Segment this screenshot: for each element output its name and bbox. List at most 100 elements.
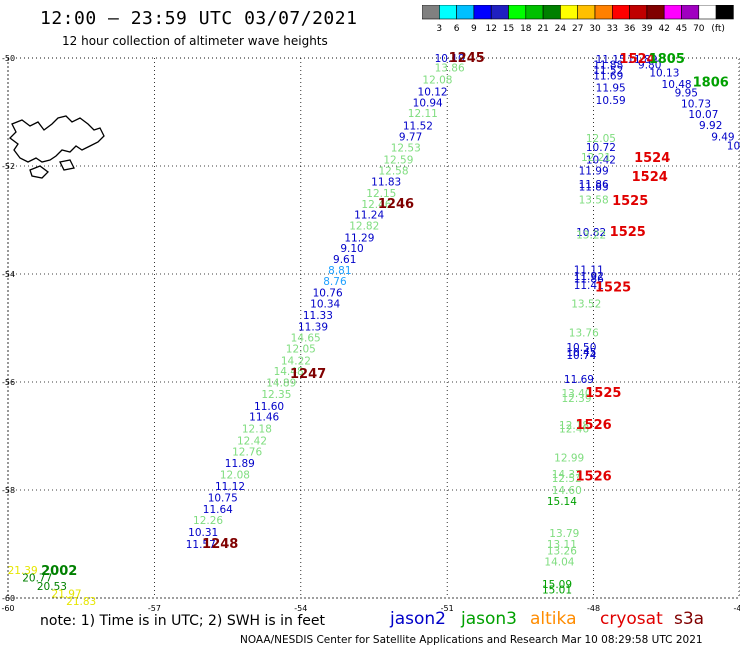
colorbar-tick: 30	[589, 24, 601, 34]
wave-height-label: 14.60	[552, 485, 582, 497]
x-tick-label: -51	[441, 604, 454, 612]
colorbar-swatch	[715, 5, 734, 20]
wave-height-label: 9.77	[399, 131, 422, 143]
wave-height-label: 14.89	[266, 378, 296, 390]
wave-height-label: 12.18	[559, 420, 589, 432]
wave-height-label: 12.58	[378, 165, 408, 177]
y-tick-label: -52	[2, 162, 15, 171]
pass-time-label: 1525	[610, 225, 646, 240]
page-subtitle: 12 hour collection of altimeter wave hei…	[62, 34, 328, 48]
wave-height-label: 11.83	[371, 177, 401, 189]
satellite-s3a: s3a	[674, 609, 705, 629]
colorbar-tick: 24	[555, 24, 567, 34]
footer-credit: NOAA/NESDIS Center for Satellite Applica…	[240, 634, 703, 646]
plot-frame	[7, 57, 740, 599]
colorbar-tick: 39	[641, 24, 653, 34]
wave-height-label: 11.88	[593, 59, 623, 71]
wave-height-label: 12.26	[193, 515, 223, 527]
wave-height-label: 11.89	[225, 458, 255, 470]
wave-height-label: 13.52	[571, 299, 601, 311]
wave-height-label: 12.52	[552, 473, 582, 485]
wave-height-label: 13.26	[547, 545, 577, 557]
wave-height-label: 10.59	[596, 95, 626, 107]
y-tick-label: -60	[2, 594, 15, 603]
colorbar-tick: 21	[537, 24, 548, 34]
wave-height-label: 11.95	[596, 83, 626, 95]
wave-height-label: 12.18	[242, 423, 272, 435]
wave-height-label: 12.08	[422, 75, 452, 87]
wave-height-label: 14.22	[281, 355, 311, 367]
wave-height-label: 21.39	[8, 565, 38, 577]
wave-height-label: 10.50	[566, 342, 596, 354]
x-tick-label: -57	[148, 604, 161, 612]
pass-time-label: 1247	[290, 367, 326, 382]
wave-height-label: 10.75	[208, 493, 238, 505]
wave-height-label: 13.22	[576, 230, 606, 242]
wave-height-label: 12.21	[581, 152, 611, 164]
wave-height-label: 12.05	[586, 133, 616, 145]
wave-height-label: 11.15	[596, 54, 626, 66]
wave-height-label: 11.46	[249, 412, 279, 424]
wave-height-label: 10.74	[566, 350, 596, 362]
pass-time-label: 1524	[619, 52, 655, 67]
satellite-cryosat: cryosat	[600, 609, 663, 629]
wave-height-label: 13.86	[435, 63, 465, 75]
wave-height-label: 11.69	[593, 70, 623, 82]
wave-height-label: 10.48	[662, 79, 692, 91]
wave-height-label: 10.76	[313, 287, 343, 299]
wave-height-label: 11.64	[203, 504, 233, 516]
pass-time-label: 1246	[378, 197, 414, 212]
wave-height-label: 12.82	[349, 220, 379, 232]
wave-height-label: 10.45	[566, 347, 596, 359]
pass-time-label: 1525	[585, 386, 621, 401]
wave-height-label: 11.57	[186, 539, 216, 551]
wave-height-label: 10.72	[586, 142, 616, 154]
grid-lines	[7, 57, 740, 599]
colorbar-tick: 70	[693, 24, 705, 34]
wave-height-label: 20.77	[22, 572, 52, 584]
pass-time-label: 1525	[595, 281, 631, 296]
wave-height-label: 10.94	[413, 97, 443, 109]
colorbar-tick: 18	[520, 24, 532, 34]
y-tick-label: -50	[2, 54, 15, 63]
pass-time-label: 1524	[634, 151, 670, 166]
wave-height-label: 12.08	[220, 469, 250, 481]
wave-height-label: 20.53	[37, 581, 67, 593]
pass-time-label: 2002	[41, 564, 77, 579]
wave-height-label: 14.37	[552, 469, 582, 481]
wave-height-label: 12.42	[237, 435, 267, 447]
wave-height-label: 9.61	[333, 254, 356, 266]
wave-height-label: 9.49	[711, 131, 734, 143]
falkland-islands-coastline	[9, 115, 105, 179]
wave-height-label: 15.01	[542, 584, 572, 596]
wave-height-label: 11.33	[303, 310, 333, 322]
page-title: 12:00 — 23:59 UTC 03/07/2021	[40, 8, 358, 29]
pass-time-label: 1525	[612, 194, 648, 209]
wave-height-label: 11.12	[215, 481, 245, 493]
wave-height-label: 10.31	[188, 527, 218, 539]
wave-height-label: 10.82	[576, 227, 606, 239]
wave-height-label: 12.76	[232, 447, 262, 459]
x-tick-label: -45	[733, 604, 740, 612]
wave-height-label: 15.09	[542, 579, 572, 591]
wave-height-label: 10.10	[435, 53, 465, 65]
wave-height-label: 8.81	[328, 265, 351, 277]
pass-time-label: 1526	[576, 418, 612, 433]
wave-height-label: 11.86	[579, 179, 609, 191]
colorbar-tick: 27	[572, 24, 583, 34]
wave-height-label: 11.41	[574, 280, 604, 292]
pass-time-label: 1806	[693, 75, 729, 90]
satellite-jason2: jason2	[390, 609, 446, 629]
colorbar-tick: 6	[454, 24, 460, 34]
wave-height-label: 12.46	[559, 423, 589, 435]
wave-height-label: 13.11	[547, 539, 577, 551]
wave-height-label: 9.92	[699, 120, 722, 132]
pass-time-label: 1805	[649, 52, 685, 67]
y-tick-label: -58	[2, 486, 15, 495]
wave-height-label: 12.99	[554, 453, 584, 465]
satellite-altika: altika	[530, 609, 577, 629]
wave-height-label: 12.46	[361, 199, 391, 211]
satellite-jason3: jason3	[461, 609, 517, 629]
wave-height-label: 14.04	[544, 556, 574, 568]
wave-height-label: 11.86	[574, 273, 604, 285]
